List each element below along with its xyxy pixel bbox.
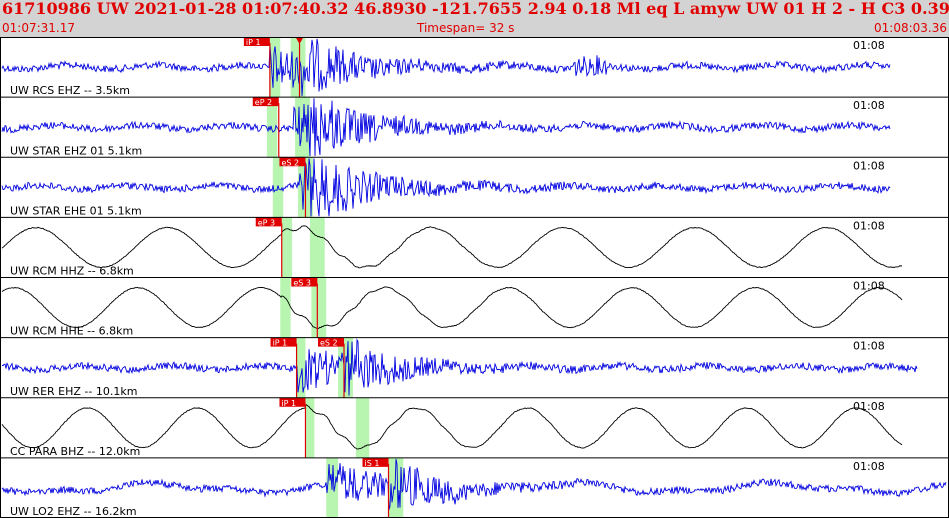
waveform-2: [1, 98, 891, 157]
trace-label-1: UW RCS EHZ -- 3.5km: [10, 84, 130, 97]
waveform-7: [1, 404, 903, 450]
pick-flag-3-1: [279, 157, 306, 167]
pick-flag-5-1: [291, 277, 318, 287]
trace-time-label-8: 01:08: [853, 460, 885, 473]
pick-window-7-2: [355, 397, 370, 458]
waveform-3: [1, 158, 891, 217]
trace-label-4: UW RCM HHZ -- 6.8km: [10, 265, 134, 278]
pick-label-2-1: eP 2: [255, 98, 272, 107]
pick-label-4-1: eP 3: [258, 218, 275, 227]
trace-label-7: CC PARA BHZ -- 12.0km: [10, 445, 140, 458]
pick-flag-7-1: [279, 397, 306, 407]
pick-flag-6-1: [270, 337, 297, 347]
pick-window-5-1: [280, 277, 291, 338]
header-bar: 61710986 UW 2021-01-28 01:07:40.32 46.89…: [0, 0, 949, 37]
pick-window-1-1: [269, 37, 281, 98]
pick-label-8-1: iS 1: [364, 459, 379, 468]
waveform-6: [2, 338, 918, 396]
trace-time-label-5: 01:08: [853, 280, 885, 293]
end-time: 01:08:03.36: [874, 21, 947, 35]
trace-time-label-7: 01:08: [853, 400, 885, 413]
pick-flag-1-1: [243, 37, 270, 46]
pick-label-7-1: iP 1: [281, 399, 296, 408]
pick-label-1-1: iP 1: [246, 38, 261, 47]
pick-flag-8-1: [362, 457, 389, 467]
pick-flag-2-1: [252, 97, 279, 107]
pick-label-6-2: eS 2: [320, 339, 338, 348]
trace-label-3: UW STAR EHE 01 5.1km: [10, 204, 142, 217]
seismogram-panel[interactable]: iP 1 UW RCS EHZ -- 3.5km 01:08 eP 2 UW STAR …: [0, 37, 949, 518]
pick-label-5-1: eS 3: [293, 279, 311, 288]
trace-time-label-2: 01:08: [853, 99, 885, 112]
pick-window-2-1: [266, 97, 278, 158]
event-title: 61710986 UW 2021-01-28 01:07:40.32 46.89…: [2, 0, 949, 18]
trace-time-label-4: 01:08: [853, 219, 885, 232]
timespan: Timespan= 32 s: [417, 21, 515, 35]
pick-label-6-1: iP 1: [273, 339, 288, 348]
trace-label-2: UW STAR EHZ 01 5.1km: [10, 144, 142, 157]
trace-time-label-1: 01:08: [853, 39, 885, 52]
trace-label-8: UW LO2 EHZ -- 16.2km: [10, 505, 137, 518]
pick-window-7-1: [305, 397, 315, 458]
trace-label-5: UW RCM HHE -- 6.8km: [10, 325, 133, 338]
waveform-1: [1, 38, 891, 96]
pick-window-4-2: [309, 217, 325, 278]
start-time: 01:07:31.17: [2, 21, 75, 35]
trace-label-6: UW RER EHZ -- 10.1km: [10, 385, 137, 398]
pick-window-4-1: [281, 217, 293, 278]
trace-time-label-3: 01:08: [853, 159, 885, 172]
pick-flag-4-1: [255, 217, 282, 227]
pick-label-3-1: eS 2: [281, 158, 299, 167]
pick-flag-6-2: [318, 337, 345, 347]
waveform-4: [1, 225, 903, 269]
waveform-5: [1, 286, 903, 329]
pick-marker-1-2: [295, 37, 304, 44]
pick-window-5-2: [311, 277, 327, 338]
trace-time-label-6: 01:08: [853, 340, 885, 353]
pick-window-6-1: [296, 337, 306, 398]
waveform-8: [1, 459, 947, 510]
